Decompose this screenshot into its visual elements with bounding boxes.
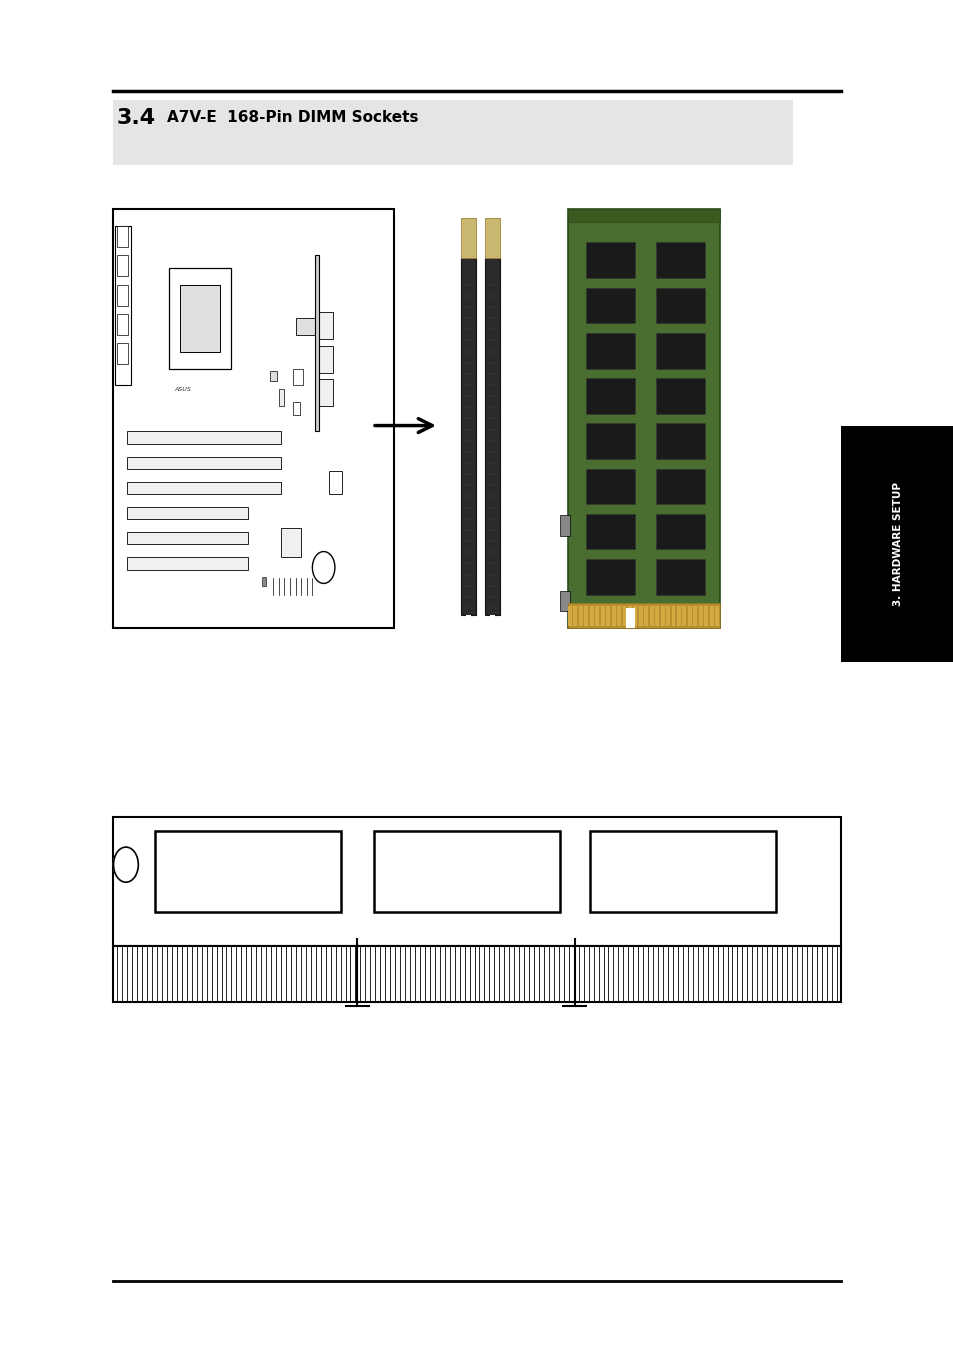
Bar [374, 831, 559, 912]
Bar [112, 100, 792, 165]
Bar [639, 605, 642, 626]
Bar [117, 313, 128, 335]
Bar [293, 369, 302, 385]
Text: 3. HARDWARE SETUP: 3. HARDWARE SETUP [892, 482, 902, 605]
Text: A7V-E  168-Pin DIMM Sockets: A7V-E 168-Pin DIMM Sockets [167, 109, 418, 126]
Bar [567, 605, 571, 626]
Bar [567, 209, 720, 628]
Bar [127, 507, 248, 519]
Bar [585, 559, 634, 594]
Bar [656, 242, 704, 278]
Bar [605, 605, 609, 626]
Bar [585, 378, 634, 413]
Bar [656, 423, 704, 459]
Bar [460, 258, 476, 615]
Bar [656, 288, 704, 323]
Bar [127, 557, 248, 570]
Bar [112, 209, 394, 628]
Bar [293, 403, 299, 415]
Bar [127, 431, 281, 444]
Bar [655, 605, 659, 626]
Bar [709, 605, 713, 626]
Bar [841, 426, 953, 662]
Bar [589, 605, 593, 626]
Bar [329, 471, 341, 494]
Bar [656, 469, 704, 504]
Bar [649, 605, 653, 626]
Bar [460, 218, 476, 258]
Bar [677, 605, 680, 626]
Bar [656, 513, 704, 550]
Bar [687, 605, 691, 626]
Bar [490, 615, 494, 623]
Bar [656, 378, 704, 413]
Bar [656, 559, 704, 594]
Bar [154, 831, 340, 912]
Bar [573, 605, 577, 626]
Bar [600, 605, 604, 626]
Bar [115, 226, 131, 385]
Bar [681, 605, 685, 626]
Bar [595, 605, 598, 626]
Text: ASUS: ASUS [174, 386, 192, 392]
Bar [484, 218, 499, 258]
Bar [617, 605, 620, 626]
Bar [180, 285, 219, 351]
Bar [643, 605, 647, 626]
Bar [559, 590, 569, 612]
Bar [611, 605, 615, 626]
Bar [559, 515, 569, 536]
Bar [484, 258, 499, 615]
Bar [127, 457, 281, 469]
Bar [169, 267, 231, 369]
Bar [693, 605, 697, 626]
Bar [117, 255, 128, 277]
Bar [567, 209, 720, 222]
Bar [567, 603, 720, 628]
Bar [295, 319, 317, 335]
Bar [270, 370, 277, 381]
Bar [112, 817, 841, 946]
Bar [127, 532, 248, 544]
Bar [317, 312, 334, 339]
Bar [584, 605, 588, 626]
Bar [585, 242, 634, 278]
Bar [127, 482, 281, 494]
Bar [317, 380, 334, 407]
Bar [117, 226, 128, 247]
Bar [317, 346, 334, 373]
Bar [278, 389, 284, 407]
Bar [665, 605, 669, 626]
Bar [314, 255, 319, 431]
Bar [117, 285, 128, 305]
Bar [660, 605, 664, 626]
Bar [112, 946, 841, 1002]
Bar [578, 605, 582, 626]
Bar [585, 469, 634, 504]
Bar [625, 608, 634, 628]
Circle shape [312, 551, 335, 584]
Bar [585, 423, 634, 459]
Bar [703, 605, 707, 626]
Bar [585, 513, 634, 550]
Bar [633, 605, 637, 626]
Bar [622, 605, 626, 626]
Bar [627, 605, 631, 626]
Circle shape [113, 847, 138, 882]
Bar [699, 605, 702, 626]
Bar [281, 528, 301, 557]
Text: 3.4: 3.4 [116, 108, 155, 127]
Bar [656, 332, 704, 369]
Bar [585, 332, 634, 369]
Bar [117, 343, 128, 365]
Bar [585, 288, 634, 323]
Bar [671, 605, 675, 626]
Bar [466, 615, 470, 623]
Bar [261, 577, 266, 586]
Bar [715, 605, 719, 626]
Bar [589, 831, 775, 912]
